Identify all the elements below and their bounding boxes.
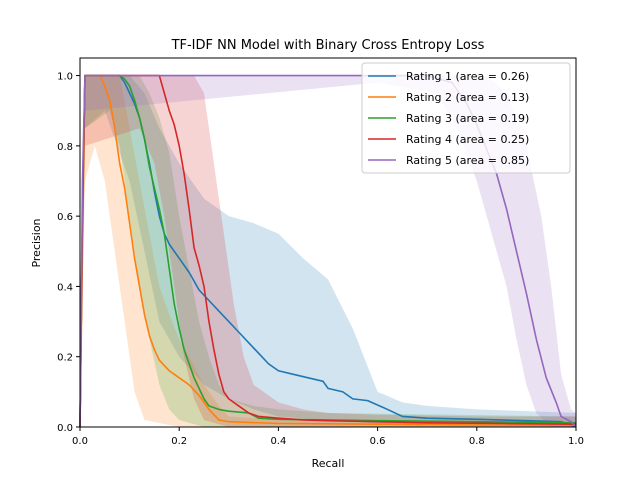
rating-2-line: [79, 74, 577, 428]
x-tick-label: 0.6: [370, 436, 386, 447]
y-axis-ticks: 0.0 0.2 0.4 0.6 0.8 1.0: [57, 72, 80, 434]
y-axis-label: Precision: [30, 218, 43, 267]
rating-4-line: [79, 74, 577, 428]
legend-label-rating-3: Rating 3 (area = 0.19): [406, 112, 529, 125]
rating-3-line: [79, 74, 577, 428]
legend-label-rating-4: Rating 4 (area = 0.25): [406, 133, 529, 146]
x-tick-label: 0.8: [469, 436, 485, 447]
y-tick-label: 0.6: [57, 212, 73, 223]
y-tick-label: 0.4: [57, 282, 73, 293]
x-tick-label: 0.4: [270, 436, 286, 447]
y-tick-label: 0.8: [57, 142, 73, 153]
rating-3-confidence-band: [80, 75, 576, 428]
y-tick-label: 0.2: [57, 353, 73, 364]
y-tick-label: 0.0: [57, 423, 73, 434]
x-tick-label: 1.0: [568, 436, 584, 447]
legend-label-rating-2: Rating 2 (area = 0.13): [406, 91, 529, 104]
x-axis-ticks: 0.0 0.2 0.4 0.6 0.8 1.0: [72, 427, 584, 447]
x-axis-label: Recall: [312, 457, 345, 470]
legend-label-rating-5: Rating 5 (area = 0.85): [406, 154, 529, 167]
legend: Rating 1 (area = 0.26) Rating 2 (area = 0…: [361, 62, 571, 174]
legend-box: [361, 62, 571, 174]
rating-4-confidence-band: [80, 75, 576, 428]
x-tick-label: 0.0: [72, 436, 88, 447]
plot-frame: [79, 57, 577, 428]
legend-label-rating-1: Rating 1 (area = 0.26): [406, 70, 529, 83]
confidence-bands: [80, 75, 576, 428]
x-tick-label: 0.2: [171, 436, 187, 447]
rating-1-line: [79, 74, 577, 428]
y-tick-label: 1.0: [57, 72, 73, 83]
chart-title: TF-IDF NN Model with Binary Cross Entrop…: [171, 38, 485, 53]
rating-1-confidence-band: [80, 75, 576, 428]
